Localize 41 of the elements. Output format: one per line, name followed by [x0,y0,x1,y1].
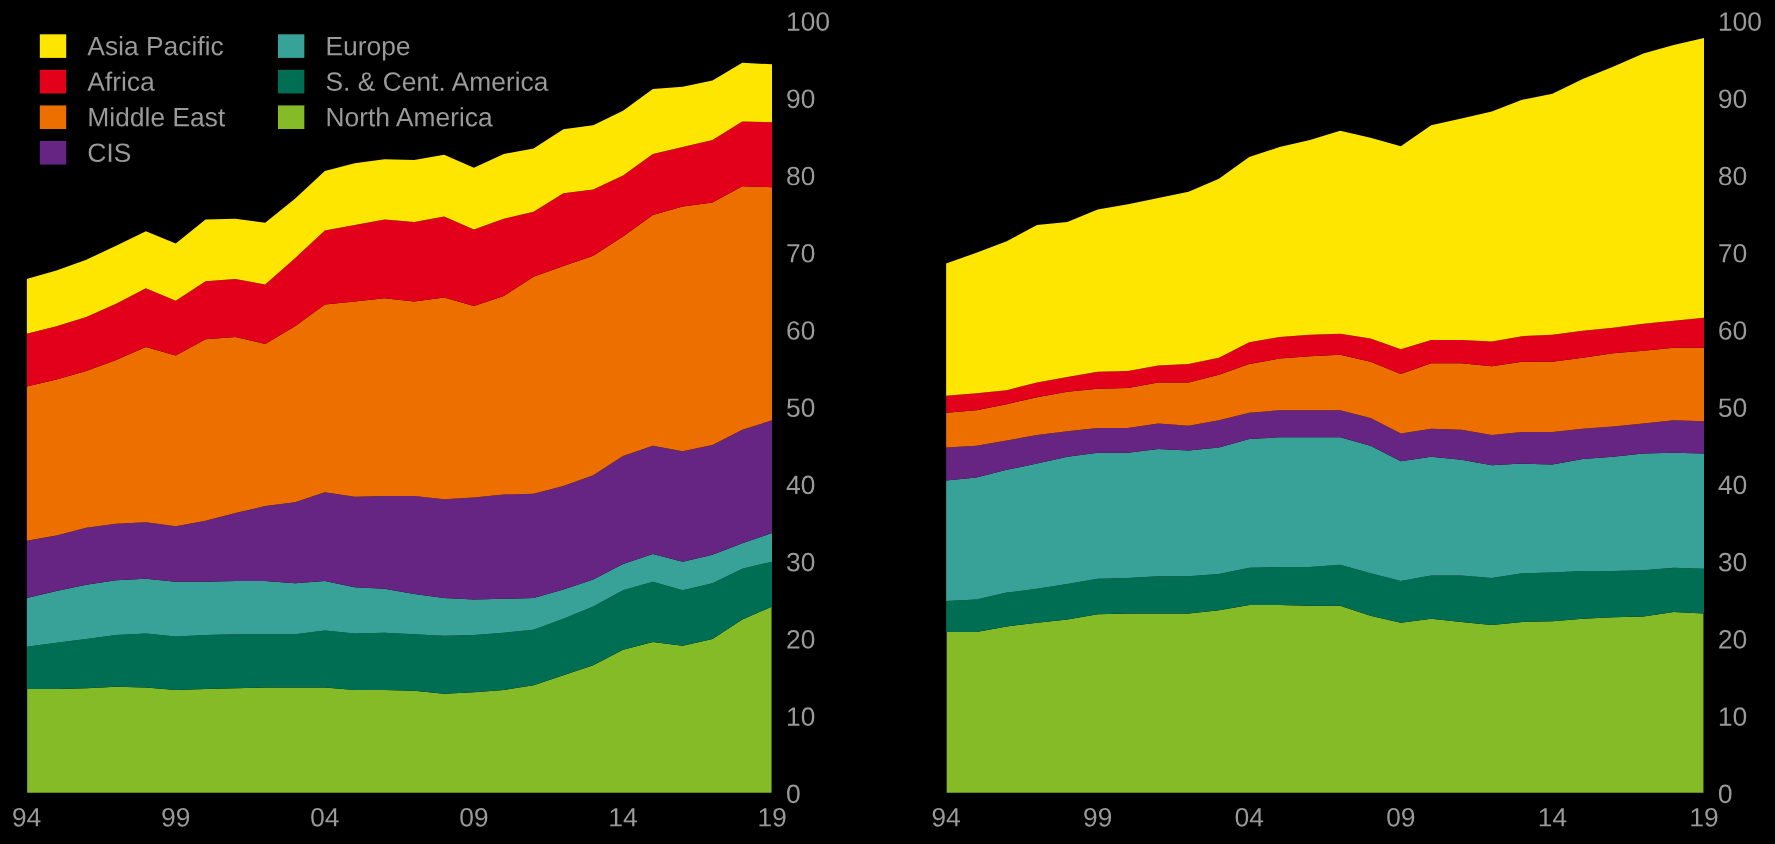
y-tick-label: 70 [787,243,815,263]
x-tick-label: 09 [460,807,488,827]
y-tick-label: 100 [1719,12,1761,31]
x-tick-label: 94 [13,807,41,827]
x-tick-label: 09 [1387,807,1415,827]
legend-label: S. & Cent. America [326,71,549,91]
x-tick-label: 14 [1539,808,1567,827]
x-tick-label: 99 [162,807,190,827]
y-tick-label: 100 [788,12,830,31]
y-tick-label: 70 [1719,243,1747,263]
y-tick-label: 90 [787,89,815,109]
x-tick-label: 14 [610,808,637,827]
y-tick-label: 50 [1718,398,1747,418]
x-tick-label: 04 [1235,807,1264,827]
y-tick-label: 10 [788,707,815,726]
y-tick-label: 90 [1719,89,1747,109]
y-tick-label: 60 [787,321,815,340]
y-tick-label: 30 [1718,552,1747,572]
x-tick-label: 99 [1084,807,1112,827]
y-tick-label: 10 [1719,707,1747,726]
legend-label: Middle East [89,107,225,127]
x-tick-label: 19 [759,807,786,827]
y-tick-label: 0 [787,784,800,804]
y-tick-label: 60 [1719,321,1747,340]
y-tick-label: 80 [1719,166,1747,186]
x-tick-label: 94 [932,807,960,827]
y-tick-label: 30 [787,552,815,572]
y-tick-label: 20 [1719,630,1747,649]
legend-label: Europe [327,36,410,61]
y-tick-label: 0 [1718,784,1732,804]
x-tick-label: 04 [311,807,339,827]
legend-label: North America [327,107,493,127]
legend-label: CIS [88,143,131,163]
y-tick-label: 40 [1718,475,1747,495]
y-tick-label: 80 [787,166,815,186]
legend-label: Asia Pacific [87,36,224,56]
y-tick-label: 40 [786,475,815,495]
y-tick-label: 50 [787,398,815,418]
y-tick-label: 20 [787,630,815,649]
x-tick-label: 19 [1691,807,1718,827]
legend-label: Africa [87,71,155,91]
